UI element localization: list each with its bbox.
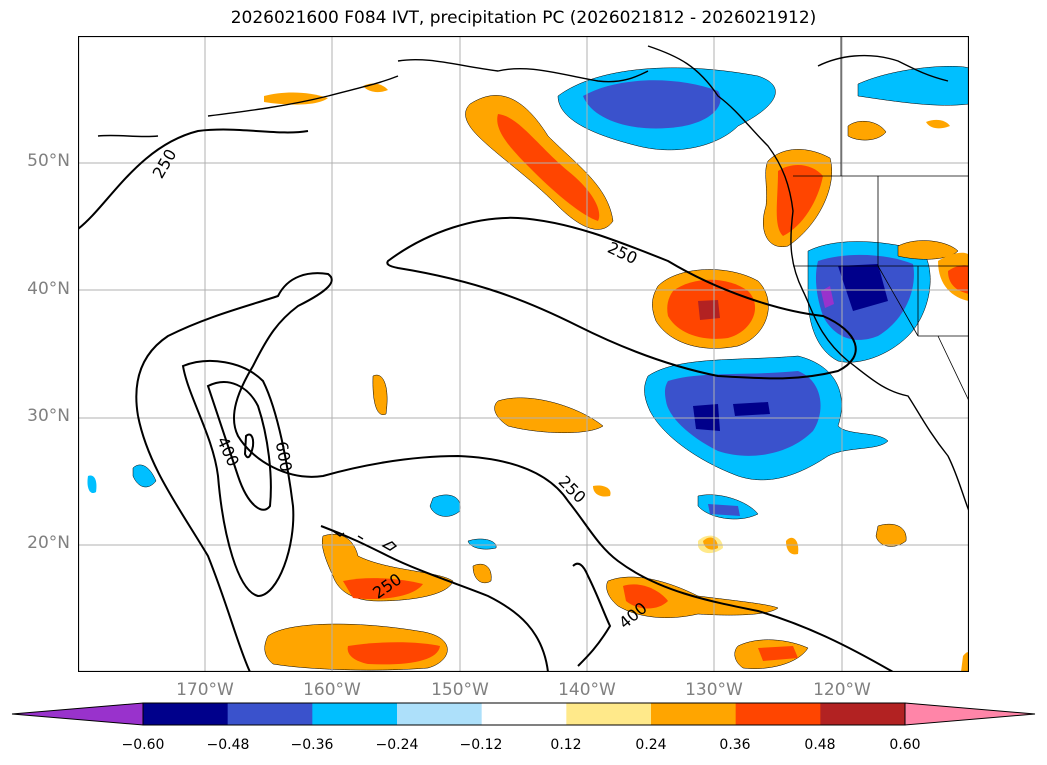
lon-label-120w: 120°W	[813, 680, 871, 700]
lat-label-20n: 20°N	[27, 533, 70, 553]
lon-label-150w: 150°W	[431, 680, 489, 700]
lat-label-50n: 50°N	[27, 151, 70, 171]
colorbar-tick-label: 0.60	[889, 737, 921, 753]
lon-label-170w: 170°W	[176, 680, 234, 700]
map-title: 2026021600 F084 IVT, precipitation PC (2…	[230, 8, 817, 28]
colorbar-tick-label: −0.12	[459, 737, 503, 753]
colorbar-tick-label: −0.24	[375, 737, 419, 753]
ivt-contours	[78, 128, 894, 672]
colorbar-tick-label: 0.12	[550, 737, 582, 753]
colorbar-tick-label: 0.24	[635, 737, 667, 753]
colorbar-segment	[397, 703, 483, 725]
lon-label-140w: 140°W	[558, 680, 616, 700]
colorbar-segment	[735, 703, 821, 725]
colorbar-segment	[651, 703, 737, 725]
colorbar-tick-label: −0.60	[121, 737, 165, 753]
colorbar-tick-label: 0.48	[804, 737, 836, 753]
colorbar-segment	[481, 703, 567, 725]
colorbar-segment	[820, 703, 906, 725]
lat-label-40n: 40°N	[27, 279, 70, 299]
colorbar-extend-low	[11, 702, 144, 726]
colorbar	[11, 702, 1036, 726]
state-borders	[793, 36, 969, 402]
lon-label-160w: 160°W	[303, 680, 361, 700]
map-panel: 250 250 400 600 250 250 400	[78, 36, 969, 672]
lon-label-130w: 130°W	[685, 680, 743, 700]
lat-label-30n: 30°N	[27, 406, 70, 426]
graticule	[78, 36, 969, 672]
colorbar-extend-high	[904, 702, 1036, 726]
colorbar-tick-label: −0.48	[206, 737, 250, 753]
colorbar-segment	[227, 703, 313, 725]
colorbar-tick-label: −0.36	[290, 737, 334, 753]
colorbar-segment	[143, 703, 229, 725]
coastlines	[97, 45, 969, 551]
colorbar-segment	[566, 703, 652, 725]
colorbar-segment	[312, 703, 398, 725]
colorbar-tick-label: 0.36	[719, 737, 751, 753]
